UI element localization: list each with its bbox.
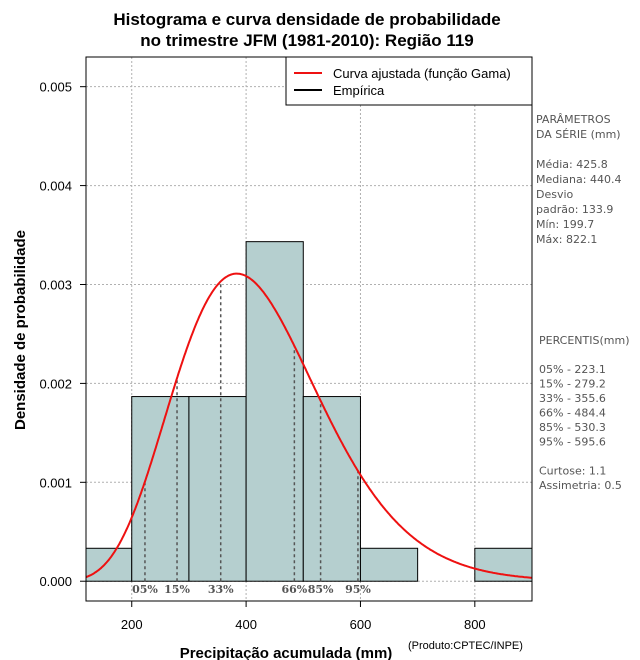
histogram-bar [302,396,361,582]
side-param-line: Desvio [536,188,574,201]
gamma-curve-group [86,272,532,579]
percentile-marker-label: 85% [308,583,334,596]
side-panel: PARÂMETROS DA SÉRIE (mm) Média: 425.8 Medi… [536,113,630,492]
histogram-bar [86,547,133,582]
x-tick-label: 600 [350,617,372,632]
side-percentile-line: 95% - 595.6 [539,436,606,449]
legend-label: Curva ajustada (função Gama) [333,66,511,81]
percentile-marker-label: 33% [208,583,234,596]
chart-title: Histograma e curva densidade de probabil… [113,10,500,50]
legend-box [285,56,533,106]
y-tick-label: 0.003 [39,277,72,292]
histogram-bars [86,241,532,582]
side-percentile-line: 15% - 279.2 [539,378,606,391]
y-axis-label: Densidade de probabilidade [12,230,29,430]
y-axis: 0.000 0.001 0.002 0.003 0.004 0.005 Densidade … [12,80,86,589]
gamma-curve [86,272,532,579]
product-credit: (Produto:CPTEC/INPE) [408,640,523,652]
side-param-line: Mediana: 440.4 [536,173,621,186]
percentile-marker-label: 05% [132,583,158,596]
side-percentile-line: 33% - 355.6 [539,392,606,405]
side-percentile-line: Assimetria: 0.5 [539,479,622,492]
side-percentile-line: 05% - 223.1 [539,363,606,376]
side-param-line: Máx: 822.1 [536,233,597,246]
x-tick-label: 800 [464,617,486,632]
side-percentile-line: Curtose: 1.1 [539,465,606,478]
x-tick-label: 400 [235,617,257,632]
y-tick-label: 0.000 [39,574,72,589]
y-tick-label: 0.001 [39,475,72,490]
side-param-line: DA SÉRIE (mm) [536,128,621,141]
side-percentile-line: 66% - 484.4 [539,407,606,420]
percentile-marker-label: 15% [164,583,190,596]
histogram-bar [188,396,247,582]
percentile-marker-label: 66% [281,583,307,596]
side-param-line: PARÂMETROS [536,113,611,126]
x-axis-label: Precipitação acumulada (mm) [180,645,393,660]
chart-title-line: Histograma e curva densidade de probabil… [113,10,500,29]
side-percentile-line: 85% - 530.3 [539,421,606,434]
side-param-line: Média: 425.8 [536,158,608,171]
chart-title-line: no trimestre JFM (1981-2010): Região 119 [140,31,474,50]
x-axis: 200 400 600 800 Precipitação acumulada (mm) (… [121,601,523,660]
percentile-marker-label: 95% [345,583,371,596]
side-param-line: padrão: 133.9 [536,203,613,216]
y-tick-label: 0.004 [39,179,72,194]
histogram-bar [474,547,532,582]
histogram-bar [359,547,419,582]
side-param-line: Mín: 199.7 [536,218,594,231]
x-tick-label: 200 [121,617,143,632]
side-percentile-line: PERCENTIS(mm) [539,334,630,347]
legend-label: Empírica [333,83,385,98]
y-tick-label: 0.002 [39,376,72,391]
histogram-bar [131,396,190,582]
y-tick-label: 0.005 [39,80,72,95]
legend: Curva ajustada (função Gama) Empírica [285,56,533,106]
percentile-markers: 05% 15% 33% 66% 85% 95% [132,281,371,596]
